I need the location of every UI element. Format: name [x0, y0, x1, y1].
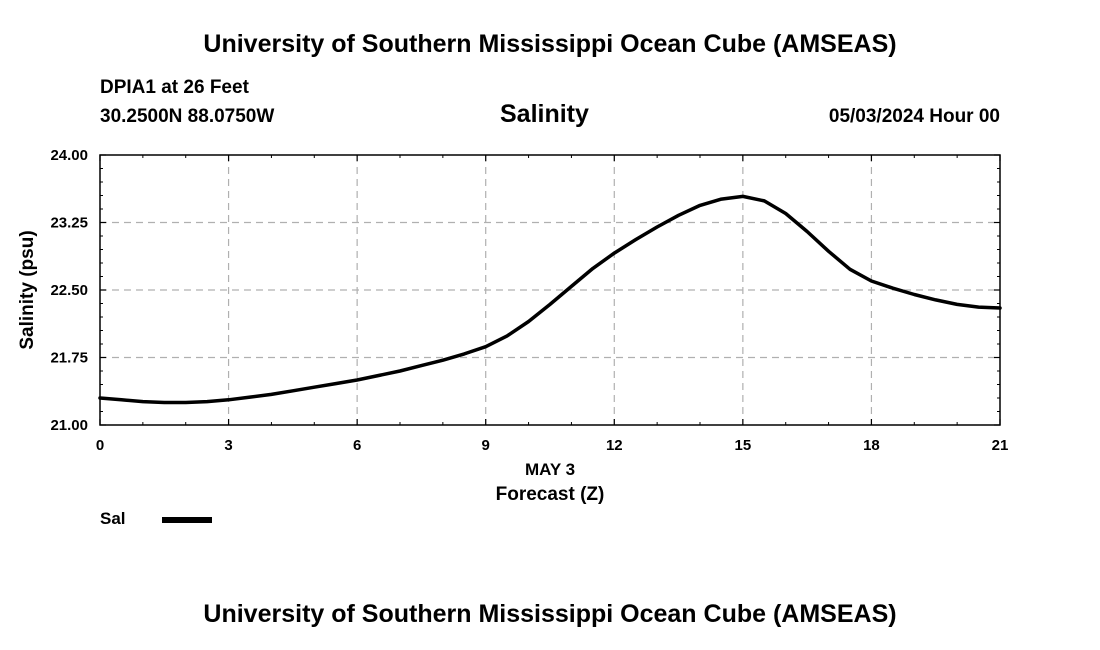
x-tick-label: 15 [735, 437, 752, 454]
x-axis-label: Forecast (Z) [496, 484, 605, 505]
x-tick-label: 3 [224, 437, 232, 454]
coordinates-label: 30.2500N 88.0750W [100, 106, 275, 127]
x-tick-label: 9 [482, 437, 490, 454]
y-tick-label: 23.25 [50, 215, 88, 232]
x-axis-date-label: MAY 3 [525, 460, 575, 479]
chart-title-top: University of Southern Mississippi Ocean… [203, 30, 897, 58]
salinity-series-line [98, 194, 1002, 405]
variable-title: Salinity [500, 100, 589, 128]
y-tick-label: 24.00 [50, 147, 88, 164]
x-tick-label: 12 [606, 437, 623, 454]
chart-title-bottom: University of Southern Mississippi Ocean… [203, 600, 897, 628]
x-tick-label: 21 [992, 437, 1009, 454]
y-axis-label: Salinity (psu) [17, 230, 38, 349]
x-tick-label: 18 [863, 437, 880, 454]
y-tick-label: 22.50 [50, 282, 88, 299]
datetime-label: 05/03/2024 Hour 00 [828, 106, 1000, 127]
y-tick-label: 21.75 [50, 350, 88, 367]
station-label: DPIA1 at 26 Feet [100, 77, 249, 98]
legend-label: Sal [100, 509, 126, 528]
y-tick-label: 21.00 [50, 417, 88, 434]
x-tick-label: 6 [353, 437, 361, 454]
plot-frame [99, 154, 1001, 426]
x-tick-label: 0 [96, 437, 104, 454]
